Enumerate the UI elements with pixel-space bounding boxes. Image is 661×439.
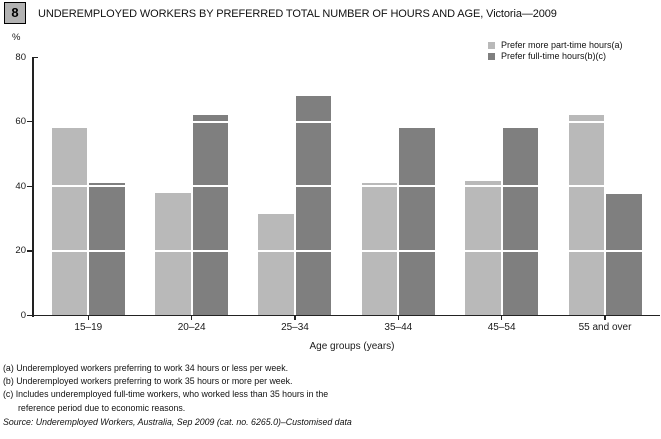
bar-part-time-15–19 bbox=[51, 128, 88, 316]
x-tick-label-35–44: 35–44 bbox=[384, 321, 413, 333]
bar-part-time-55 and over bbox=[568, 115, 604, 316]
legend-swatch-full-time bbox=[488, 53, 495, 60]
x-tick-label-15–19: 15–19 bbox=[74, 321, 103, 333]
bar-full-time-45–54 bbox=[502, 128, 539, 316]
bar-part-time-25–34 bbox=[258, 213, 294, 316]
y-tick-label-0: 0 bbox=[20, 310, 26, 321]
footnote-a: (a) Underemployed workers preferring to … bbox=[3, 363, 289, 373]
x-axis-line bbox=[32, 314, 660, 316]
figure-number-badge: 8 bbox=[4, 2, 26, 24]
x-tick-25–34 bbox=[294, 315, 296, 320]
legend-item-part-time: Prefer more part-time hours(a) bbox=[488, 40, 623, 51]
footnotes: (a) Underemployed workers preferring to … bbox=[3, 362, 328, 415]
y-axis-unit-label: % bbox=[12, 32, 21, 43]
y-tick-label-20: 20 bbox=[15, 245, 26, 257]
x-tick-55 and over bbox=[604, 315, 606, 320]
bar-full-time-20–24 bbox=[192, 115, 229, 316]
y-tick-60 bbox=[27, 121, 32, 123]
gridline-60 bbox=[33, 120, 660, 123]
gridline-40 bbox=[33, 185, 660, 188]
y-tick-40 bbox=[27, 185, 32, 187]
x-axis-title: Age groups (years) bbox=[309, 341, 395, 352]
footnote-c-continued: reference period due to economic reasons… bbox=[18, 402, 186, 413]
x-tick-35–44 bbox=[397, 315, 399, 320]
chart-title: UNDEREMPLOYED WORKERS BY PREFERRED TOTAL… bbox=[38, 8, 557, 20]
bar-full-time-35–44 bbox=[399, 128, 435, 316]
legend: Prefer more part-time hours(a) Prefer fu… bbox=[488, 40, 623, 62]
source-note: Source: Underemployed Workers, Australia… bbox=[3, 417, 352, 427]
x-tick-label-20–24: 20–24 bbox=[177, 321, 206, 333]
x-tick-label-45–54: 45–54 bbox=[487, 321, 516, 333]
bar-full-time-15–19 bbox=[89, 183, 125, 316]
x-tick-15–19 bbox=[87, 315, 89, 320]
footnote-c: (c) Includes underemployed full-time wor… bbox=[3, 389, 329, 400]
x-tick-label-25–34: 25–34 bbox=[281, 321, 309, 333]
gridline-20 bbox=[33, 249, 660, 252]
bar-full-time-55 and over bbox=[606, 194, 642, 316]
y-axis-line bbox=[32, 57, 34, 317]
x-tick-label-55 and over: 55 and over bbox=[578, 321, 632, 333]
footnote-b: (b) Underemployed workers preferring to … bbox=[3, 376, 293, 387]
bar-part-time-20–24 bbox=[155, 192, 191, 316]
legend-swatch-part-time bbox=[488, 42, 495, 49]
x-tick-45–54 bbox=[501, 315, 503, 320]
y-tick-label-80: 80 bbox=[15, 51, 26, 63]
y-tick-label-60: 60 bbox=[15, 116, 26, 128]
bar-part-time-35–44 bbox=[361, 183, 398, 316]
y-tick-20 bbox=[27, 250, 32, 252]
legend-label-part-time: Prefer more part-time hours(a) bbox=[501, 40, 623, 50]
legend-item-full-time: Prefer full-time hours(b)(c) bbox=[488, 51, 623, 62]
x-tick-20–24 bbox=[191, 315, 193, 320]
legend-label-full-time: Prefer full-time hours(b)(c) bbox=[501, 51, 607, 61]
bar-full-time-25–34 bbox=[295, 95, 332, 316]
bar-part-time-45–54 bbox=[465, 181, 501, 316]
y-tick-0 bbox=[27, 315, 32, 317]
y-axis-top-cap bbox=[32, 57, 38, 59]
y-tick-label-40: 40 bbox=[15, 180, 26, 192]
